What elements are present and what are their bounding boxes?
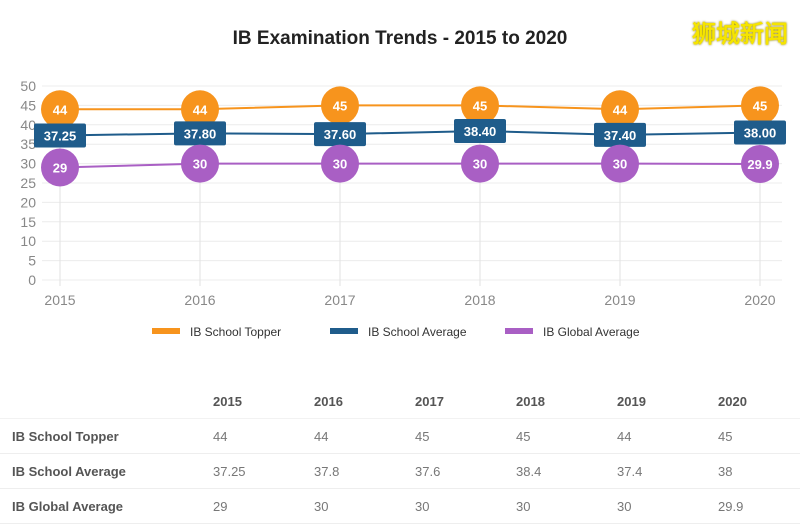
data-label: 45 [473, 98, 487, 113]
data-label: 30 [473, 157, 487, 172]
data-point-marker [461, 86, 499, 125]
cell: 29.9 [718, 488, 800, 524]
y-tick-label: 0 [28, 272, 36, 288]
row-label: IB School Average [0, 453, 213, 489]
y-tick-label: 15 [20, 214, 36, 230]
data-label: 44 [193, 102, 208, 117]
y-tick-label: 30 [20, 156, 36, 172]
cell: 45 [718, 418, 800, 454]
legend-swatch [330, 328, 358, 334]
table-header: 2017 [415, 384, 516, 419]
y-tick-label: 40 [20, 117, 36, 133]
cell: 44 [314, 418, 415, 454]
data-point-marker [41, 148, 79, 187]
legend-label: IB School Topper [190, 325, 281, 339]
data-label: 37.40 [604, 128, 637, 143]
data-point-marker [734, 120, 786, 145]
cell: 30 [516, 488, 617, 524]
cell: 30 [617, 488, 718, 524]
cell: 45 [516, 418, 617, 454]
y-tick-label: 5 [28, 253, 36, 269]
series-line [59, 130, 761, 137]
table-header-row: 2015 2016 2017 2018 2019 2020 [0, 384, 800, 419]
cell: 30 [415, 488, 516, 524]
table-header: 2018 [516, 384, 617, 419]
y-tick-label: 10 [20, 233, 36, 249]
cell: 45 [415, 418, 516, 454]
data-label: 44 [53, 102, 68, 117]
data-label: 38.00 [744, 126, 777, 141]
legend-label: IB Global Average [543, 325, 640, 339]
row-label: IB School Topper [0, 418, 213, 454]
data-point-marker [601, 90, 639, 129]
table-row: IB School Average 37.25 37.8 37.6 38.4 3… [0, 453, 800, 489]
legend-label: IB School Average [368, 325, 467, 339]
data-label: 44 [613, 102, 628, 117]
data-point-marker [321, 86, 359, 125]
table-row: IB Global Average 29 30 30 30 30 29.9 [0, 488, 800, 524]
data-label: 45 [333, 98, 347, 113]
data-point-marker [741, 144, 779, 183]
table-row: IB School Topper 44 44 45 45 44 45 [0, 418, 800, 454]
cell: 44 [617, 418, 718, 454]
cell: 38 [718, 453, 800, 489]
x-tick-label: 2016 [184, 292, 215, 308]
data-point-marker [181, 144, 219, 183]
data-point-marker [601, 144, 639, 183]
data-point-marker [321, 144, 359, 183]
data-point-marker [454, 119, 506, 144]
table-header-blank [0, 384, 213, 419]
cell: 30 [314, 488, 415, 524]
data-label: 45 [753, 98, 767, 113]
row-label: IB Global Average [0, 488, 213, 524]
legend-swatch [152, 328, 180, 334]
table-header: 2019 [617, 384, 718, 419]
data-point-marker [461, 144, 499, 183]
data-point-marker [174, 121, 226, 146]
x-tick-label: 2018 [464, 292, 495, 308]
table-header: 2015 [213, 384, 314, 419]
data-label: 37.60 [324, 127, 357, 142]
data-point-marker [314, 122, 366, 147]
data-point-marker [594, 122, 646, 147]
cell: 44 [213, 418, 314, 454]
watermark-logo: 狮城新闻 [692, 21, 788, 48]
series-line [60, 104, 761, 111]
data-label: 37.80 [184, 126, 217, 141]
cell: 37.8 [314, 453, 415, 489]
data-point-marker [34, 123, 86, 148]
y-tick-label: 35 [20, 136, 36, 152]
x-tick-label: 2020 [744, 292, 775, 308]
y-tick-label: 25 [20, 175, 36, 191]
data-point-marker [41, 90, 79, 129]
cell: 38.4 [516, 453, 617, 489]
cell: 37.25 [213, 453, 314, 489]
y-tick-label: 50 [20, 78, 36, 94]
data-point-marker [741, 86, 779, 125]
x-tick-label: 2017 [324, 292, 355, 308]
x-tick-label: 2015 [44, 292, 75, 308]
cell: 37.4 [617, 453, 718, 489]
series-line [59, 162, 761, 169]
data-point-marker [181, 90, 219, 129]
legend-swatch [505, 328, 533, 334]
data-label: 30 [193, 157, 207, 172]
data-label: 29.9 [747, 157, 772, 172]
x-tick-label: 2019 [604, 292, 635, 308]
data-label: 30 [333, 157, 347, 172]
data-label: 37.25 [44, 128, 77, 143]
data-label: 30 [613, 157, 627, 172]
cell: 29 [213, 488, 314, 524]
data-label: 38.40 [464, 124, 497, 139]
cell: 37.6 [415, 453, 516, 489]
line-chart: 0 5 10 15 20 25 30 35 40 45 50 2015 2016 2017 2018 2019… [20, 78, 786, 339]
table-header: 2016 [314, 384, 415, 419]
y-tick-label: 45 [20, 97, 36, 113]
data-table: 2015 2016 2017 2018 2019 2020 IB School … [0, 384, 800, 524]
data-label: 29 [53, 160, 67, 175]
table-header: 2020 [718, 384, 800, 419]
chart-title: IB Examination Trends - 2015 to 2020 [232, 28, 568, 49]
y-tick-label: 20 [20, 194, 36, 210]
